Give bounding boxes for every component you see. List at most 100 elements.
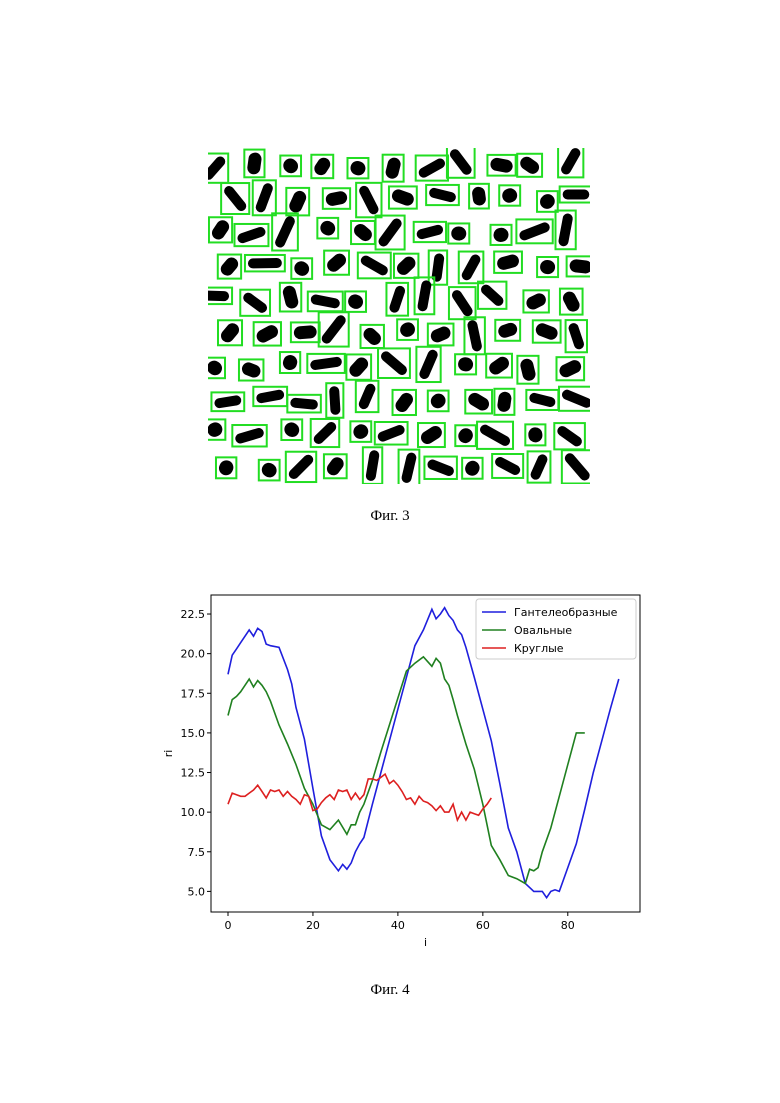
y-tick-label: 5.0 (188, 885, 206, 898)
particle (327, 320, 341, 338)
particle (280, 221, 290, 242)
particle (316, 300, 335, 304)
legend-label: Гантелеобразные (514, 606, 618, 619)
radius-profile-chart: 0204060805.07.510.012.515.017.520.022.5i… (150, 585, 650, 965)
particle (394, 291, 400, 308)
particle (364, 191, 373, 209)
particle (364, 389, 371, 404)
particle (534, 398, 550, 402)
particle (475, 399, 483, 404)
particle (315, 362, 337, 365)
particle (240, 433, 258, 438)
particle (371, 455, 374, 476)
particle (437, 333, 444, 336)
particle (229, 191, 241, 206)
particle (566, 153, 575, 169)
particle (407, 458, 412, 478)
particle (333, 464, 337, 469)
x-tick-label: 40 (391, 919, 405, 932)
particle (334, 260, 340, 265)
particle (497, 164, 506, 166)
particle (261, 188, 268, 207)
particle (209, 162, 221, 175)
particle (527, 163, 533, 167)
particle (423, 285, 427, 306)
particle (574, 328, 579, 344)
particle (485, 430, 505, 441)
particle (360, 431, 361, 432)
particle (467, 260, 476, 276)
particle (261, 395, 279, 398)
particle (562, 431, 577, 441)
particle (437, 258, 439, 276)
y-tick-label: 17.5 (181, 687, 206, 700)
particle (432, 465, 448, 471)
particle (563, 219, 567, 242)
y-tick-label: 12.5 (181, 767, 206, 780)
particle (321, 164, 324, 168)
particle-detection-image (208, 148, 590, 484)
particle (479, 193, 480, 199)
particle (227, 330, 232, 336)
figure-3-caption: Фиг. 3 (0, 508, 780, 525)
particle (402, 399, 406, 405)
particle (569, 298, 573, 305)
x-tick-label: 60 (476, 919, 490, 932)
particle (496, 363, 503, 368)
particle (424, 355, 432, 374)
legend-label: Круглые (514, 642, 564, 655)
y-axis-label: ri (162, 750, 175, 758)
particle (398, 196, 407, 199)
y-tick-label: 22.5 (181, 608, 206, 621)
particle (356, 364, 362, 370)
particle (505, 329, 511, 331)
particle (248, 369, 253, 371)
particle (486, 290, 498, 301)
particle (524, 227, 544, 235)
particle (332, 198, 340, 200)
particle (407, 329, 408, 330)
particle (214, 368, 215, 369)
particle (263, 332, 271, 336)
particle (500, 462, 515, 470)
particle (386, 356, 402, 370)
particle (457, 295, 468, 311)
particle (300, 332, 310, 333)
particle-field (208, 148, 590, 484)
y-tick-label: 10.0 (181, 806, 206, 819)
particle (227, 264, 231, 269)
particle (424, 163, 440, 172)
particle (248, 298, 262, 308)
x-axis-label: i (424, 936, 427, 949)
series-line (228, 657, 585, 884)
particle (361, 230, 366, 234)
x-tick-label: 20 (306, 919, 320, 932)
particle (334, 391, 335, 410)
particle (434, 193, 451, 197)
particle (269, 470, 270, 471)
particle (294, 460, 308, 474)
particle (547, 201, 548, 202)
x-tick-label: 0 (224, 919, 231, 932)
particle (455, 154, 467, 170)
particle (438, 401, 439, 402)
legend-label: Овальные (514, 624, 572, 637)
particle (366, 261, 383, 271)
particle (465, 435, 466, 436)
particle (576, 266, 585, 267)
y-tick-label: 20.0 (181, 648, 206, 661)
particle (536, 459, 543, 474)
particle (383, 430, 400, 437)
particle (301, 268, 302, 269)
particle (254, 159, 255, 168)
particle (295, 403, 313, 405)
particle (319, 427, 331, 439)
particle (527, 365, 529, 374)
y-tick-label: 15.0 (181, 727, 206, 740)
particle (403, 263, 408, 268)
particle (290, 166, 291, 167)
particle (392, 164, 394, 172)
particle (533, 300, 539, 303)
particle (504, 398, 505, 405)
particle (296, 197, 300, 205)
